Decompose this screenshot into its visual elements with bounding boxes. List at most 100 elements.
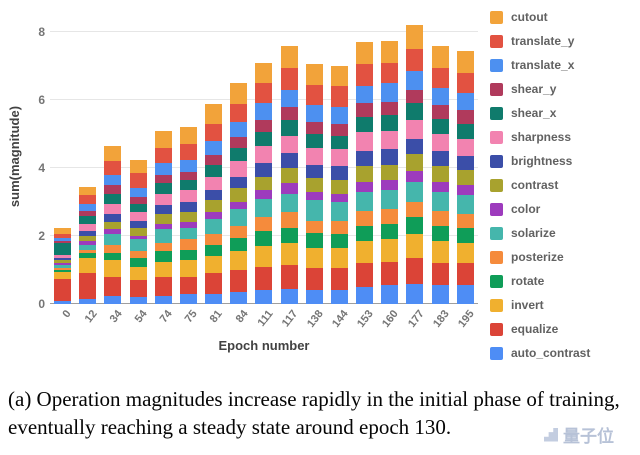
bar-segment-invert [456, 242, 474, 264]
bar-segment-shear_y [456, 110, 474, 124]
bar-segment-cutout [154, 130, 172, 148]
bar-segment-rotate [381, 224, 399, 240]
legend-item-shear_y: shear_y [490, 82, 636, 96]
bar-segment-cutout [456, 50, 474, 73]
bar-segment-solarize [79, 244, 97, 250]
bar-segment-posterize [406, 202, 424, 218]
x-tick-label: 75 [182, 308, 200, 326]
stacked-bar [104, 145, 122, 304]
x-tick-label: 195 [456, 308, 477, 330]
bar-segment-rotate [431, 225, 449, 242]
bar-segment-shear_y [79, 210, 97, 216]
bar-segment-sharpness [79, 224, 97, 231]
bar-segment-sharpness [54, 254, 72, 259]
legend-label: contrast [511, 178, 559, 192]
bar-segment-posterize [381, 208, 399, 225]
legend-label: translate_y [511, 34, 575, 48]
bar-segment-auto_contrast [406, 283, 424, 304]
bar-segment-translate_x [79, 203, 97, 211]
bar-segment-cutout [330, 66, 348, 87]
bar-segment-equalize [79, 273, 97, 299]
legend-item-color: color [490, 202, 636, 216]
bar-segment-translate_x [205, 140, 223, 155]
bar-segment-translate_x [179, 159, 197, 172]
figure-caption: (a) Operation magnitudes increase rapidl… [8, 387, 620, 439]
bar-segment-invert [54, 271, 72, 279]
bar-segment-auto_contrast [129, 297, 147, 304]
legend-item-rotate: rotate [490, 274, 636, 288]
stacked-bar [456, 50, 474, 304]
bar-segment-translate_x [255, 103, 273, 121]
legend-item-posterize: posterize [490, 250, 636, 264]
bar-segment-brightness [305, 164, 323, 179]
bar-segment-auto_contrast [381, 285, 399, 304]
stacked-bar [255, 62, 273, 304]
bar-segment-translate_y [406, 49, 424, 72]
bar-segment-contrast [129, 227, 147, 237]
stacked-bar [305, 64, 323, 304]
legend-swatch-icon [490, 298, 503, 312]
bar-segment-auto_contrast [104, 295, 122, 304]
x-tick: 117 [277, 304, 302, 336]
bar-segment-rotate [456, 227, 474, 243]
legend-item-equalize: equalize [490, 322, 636, 336]
bar-segment-posterize [280, 212, 298, 228]
x-tick-label: 12 [82, 308, 100, 326]
bar-segment-shear_x [356, 117, 374, 133]
bar-segment-solarize [179, 227, 197, 240]
bar-segment-equalize [356, 263, 374, 287]
legend-label: translate_x [511, 58, 575, 72]
bar-segment-auto_contrast [79, 298, 97, 304]
x-tick: 160 [377, 304, 402, 336]
stacked-bar [205, 103, 223, 304]
bar-segment-equalize [280, 264, 298, 289]
bar-segment-translate_y [205, 123, 223, 141]
bar-segment-translate_x [154, 162, 172, 175]
bar-segment-solarize [330, 202, 348, 221]
legend-item-auto_contrast: auto_contrast [490, 346, 636, 360]
x-tick-label: 160 [380, 308, 402, 330]
bar-segment-sharpness [205, 176, 223, 191]
bar-segment-contrast [280, 168, 298, 184]
legend-swatch-icon [490, 346, 503, 360]
x-tick-label: 138 [304, 308, 326, 330]
y-tick-label: 8 [38, 25, 45, 39]
bar-segment-solarize [104, 234, 122, 245]
bar-segment-solarize [356, 191, 374, 211]
bar-segment-brightness [431, 151, 449, 167]
bar-segment-translate_y [381, 62, 399, 84]
bar-segment-rotate [79, 253, 97, 259]
legend-label: color [511, 202, 541, 216]
y-tick-label: 2 [38, 229, 45, 243]
x-tick: 84 [226, 304, 251, 336]
bar-segment-translate_y [129, 173, 147, 189]
bar-segment-sharpness [104, 203, 122, 214]
bar-segment-cutout [129, 159, 147, 174]
bar-segment-brightness [280, 152, 298, 169]
x-tick-label: 177 [405, 308, 427, 330]
bar-segment-brightness [406, 139, 424, 155]
bar-segment-shear_x [230, 147, 248, 162]
bar-segment-auto_contrast [179, 293, 197, 304]
bar-segment-color [154, 224, 172, 230]
legend-label: cutout [511, 10, 548, 24]
bar-segment-brightness [381, 149, 399, 165]
bar-segment-invert [104, 259, 122, 277]
x-tick-label: 54 [132, 308, 150, 326]
y-tick-label: 6 [38, 93, 45, 107]
bar-segment-rotate [205, 244, 223, 257]
x-tick-label: 111 [255, 308, 276, 329]
bar-segment-brightness [154, 205, 172, 214]
bar-segment-auto_contrast [456, 285, 474, 304]
bar-segment-sharpness [381, 130, 399, 150]
watermark-logo-icon [544, 427, 558, 442]
bar-segment-shear_y [54, 241, 72, 243]
bar-segment-contrast [431, 166, 449, 182]
bar-segment-sharpness [406, 120, 424, 140]
bar-segment-color [104, 229, 122, 235]
x-tick-label: 81 [208, 308, 226, 326]
x-tick-label: 117 [280, 308, 301, 330]
legend-swatch-icon [490, 130, 503, 144]
bar-segment-invert [179, 259, 197, 277]
bar-segment-solarize [230, 208, 248, 226]
